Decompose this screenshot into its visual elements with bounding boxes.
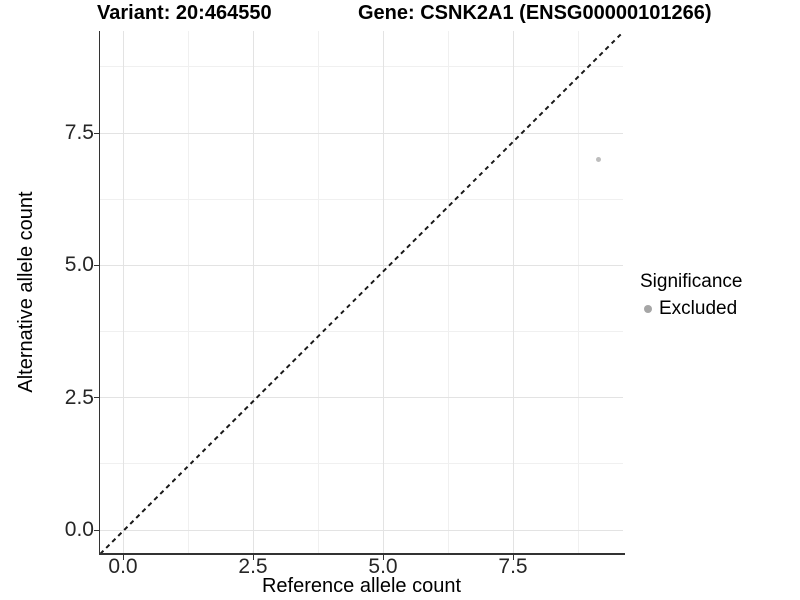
plot-panel bbox=[100, 31, 623, 553]
grid-major-x bbox=[122, 31, 124, 553]
y-tick-mark bbox=[94, 529, 99, 531]
legend: Significance Excluded bbox=[640, 270, 742, 320]
grid-major-x bbox=[512, 31, 514, 553]
x-axis-title: Reference allele count bbox=[261, 575, 461, 597]
grid-minor-x bbox=[577, 31, 579, 553]
legend-key-point-icon bbox=[644, 305, 652, 313]
y-tick-mark bbox=[94, 132, 99, 134]
x-tick-mark bbox=[122, 554, 124, 560]
y-tick-label: 5.0 bbox=[64, 253, 94, 277]
grid-minor-y bbox=[100, 331, 623, 332]
grid-major-y bbox=[100, 132, 623, 134]
grid-minor-y bbox=[100, 198, 623, 200]
x-tick-label: 0.0 bbox=[108, 555, 138, 578]
grid-major-y bbox=[100, 264, 623, 266]
grid-major-x bbox=[252, 31, 254, 553]
identity-reference-line bbox=[100, 31, 623, 553]
y-tick-label: 2.5 bbox=[64, 385, 94, 409]
x-tick-label: 5.0 bbox=[368, 555, 398, 578]
grid-major-y bbox=[100, 397, 623, 399]
y-tick-mark bbox=[94, 264, 99, 266]
gene-title: Gene: CSNK2A1 (ENSG00000101266) bbox=[358, 2, 712, 24]
legend-title: Significance bbox=[640, 271, 743, 292]
grid-major-y bbox=[100, 529, 623, 531]
variant-title: Variant: 20:464550 bbox=[97, 2, 272, 24]
y-tick-mark bbox=[94, 397, 99, 399]
legend-item-excluded: Excluded bbox=[640, 298, 742, 320]
grid-minor-x bbox=[447, 31, 449, 553]
x-axis-line bbox=[98, 553, 625, 555]
grid-minor-y bbox=[100, 463, 623, 465]
x-tick-mark bbox=[512, 554, 514, 560]
y-axis-title: Alternative allele count bbox=[15, 191, 37, 393]
legend-item-label: Excluded bbox=[659, 298, 738, 319]
x-tick-label: 7.5 bbox=[498, 555, 528, 578]
x-tick-mark bbox=[252, 554, 254, 560]
grid-minor-y bbox=[100, 66, 623, 68]
data-point bbox=[596, 156, 602, 163]
y-tick-label: 0.0 bbox=[64, 518, 94, 541]
grid-minor-x bbox=[187, 31, 189, 553]
x-tick-label: 2.5 bbox=[238, 555, 268, 578]
y-axis-line bbox=[98, 31, 100, 555]
grid-major-x bbox=[382, 31, 384, 553]
x-tick-mark bbox=[382, 554, 384, 560]
grid-minor-x bbox=[317, 31, 319, 553]
y-tick-label: 7.5 bbox=[64, 121, 94, 145]
